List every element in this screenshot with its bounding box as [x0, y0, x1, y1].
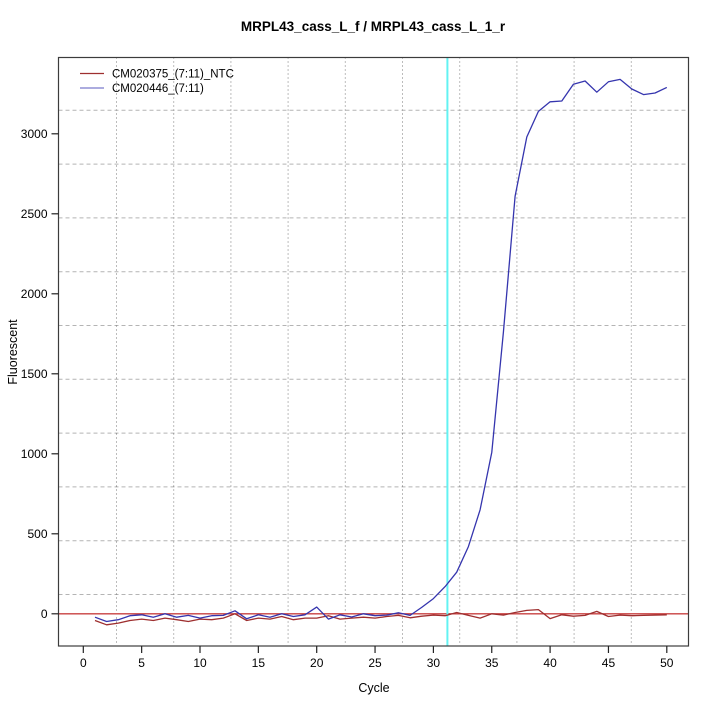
chart-title: MRPL43_cass_L_f / MRPL43_cass_L_1_r: [241, 19, 506, 34]
legend-item-label: CM020446_(7:11): [112, 83, 204, 95]
x-tick-label: 45: [602, 656, 616, 670]
x-tick-label: 5: [138, 656, 145, 670]
x-tick-label: 25: [368, 656, 382, 670]
series-line: [94, 608, 667, 626]
y-tick-label: 0: [41, 607, 48, 621]
x-tick-label: 30: [427, 656, 441, 670]
plot-border-box: [57, 56, 690, 647]
data-series: [94, 78, 668, 626]
y-tick-label: 2500: [21, 207, 48, 221]
y-tick-label: 3000: [21, 127, 48, 141]
y-tick-label: 2000: [21, 287, 48, 301]
x-axis-title: Cycle: [358, 681, 389, 695]
series-line: [94, 78, 668, 623]
y-tick-label: 500: [27, 527, 47, 541]
legend: CM020375_(7:11)_NTC CM020446_(7:11): [80, 69, 234, 95]
y-axis: 0 500 1000 1500 2000 2500 3000: [21, 127, 59, 621]
y-tick-label: 1000: [21, 447, 48, 461]
x-tick-label: 35: [485, 656, 499, 670]
x-tick-label: 15: [252, 656, 266, 670]
x-tick-label: 40: [543, 656, 557, 670]
reference-lines: [58, 57, 689, 646]
x-tick-label: 10: [193, 656, 207, 670]
x-tick-label: 50: [660, 656, 674, 670]
x-tick-label: 0: [80, 656, 87, 670]
x-tick-label: 20: [310, 656, 324, 670]
grid-lines: [58, 57, 689, 646]
legend-item-label: CM020375_(7:11)_NTC: [112, 69, 234, 81]
y-axis-title: Fluorescent: [6, 319, 20, 385]
x-axis: 0 5 10 15 20 25 30 35 40 45 50: [80, 646, 674, 670]
y-tick-label: 1500: [21, 367, 48, 381]
